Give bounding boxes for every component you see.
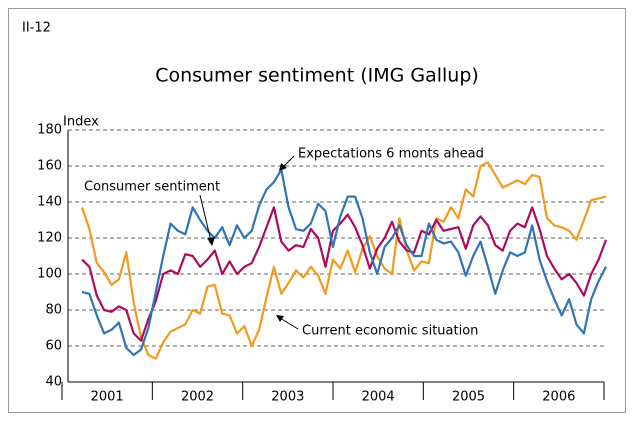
series-line	[81, 206, 608, 342]
x-tick-label: 2001	[91, 390, 124, 405]
arrow	[199, 194, 212, 242]
y-axis-label: Index	[63, 115, 99, 130]
plot: 40 60 80 100 120 140 160 180 2001 2002 2003 2004 200…	[37, 123, 608, 405]
x-tick-label: 2002	[181, 390, 214, 405]
y-tick-label: 100	[37, 267, 62, 282]
frame	[8, 8, 626, 413]
y-tick-label: 80	[45, 303, 62, 318]
y-tick-label: 120	[37, 231, 62, 246]
x-tick-label: 2004	[362, 390, 395, 405]
y-tick-label: 180	[37, 123, 62, 138]
x-tick-label: 2003	[271, 390, 304, 405]
y-tick-label: 160	[37, 159, 62, 174]
arrow-head	[276, 315, 284, 322]
x-tick-label: 2006	[542, 390, 575, 405]
series-label: Expectations 6 monts ahead	[298, 147, 484, 162]
annotations: Expectations 6 monts ahead Consumer sent…	[84, 147, 484, 339]
chart-title: Consumer sentiment (IMG Gallup)	[155, 65, 479, 87]
y-tick-label: 140	[37, 195, 62, 210]
x-tick-label: 2005	[452, 390, 485, 405]
series-label: Consumer sentiment	[84, 180, 220, 195]
arrow	[279, 317, 299, 330]
arrow-head	[207, 237, 215, 246]
series-line	[80, 161, 607, 360]
series-line	[81, 168, 607, 357]
y-tick-label: 60	[45, 339, 62, 354]
figure-label: II-12	[22, 21, 51, 36]
series-label: Current economic situation	[302, 324, 478, 339]
y-tick-label: 40	[45, 375, 62, 390]
arrow-head	[279, 163, 287, 171]
